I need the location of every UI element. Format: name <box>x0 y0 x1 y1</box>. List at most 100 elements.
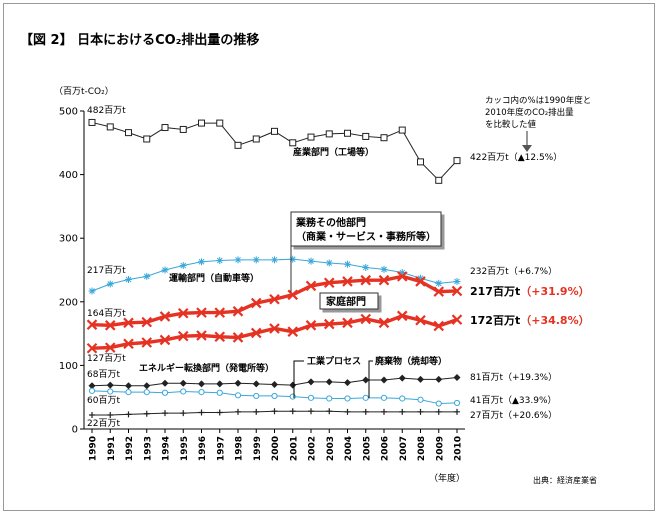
data-point <box>143 410 150 417</box>
data-point <box>378 317 390 329</box>
x-tick-label: 1994 <box>162 436 172 461</box>
data-point <box>380 265 388 273</box>
data-point <box>326 395 333 402</box>
data-point <box>399 395 406 402</box>
data-point <box>271 127 278 135</box>
x-tick-label: 2007 <box>399 436 409 461</box>
data-point <box>143 272 151 280</box>
data-point <box>214 331 226 343</box>
data-point <box>271 380 278 388</box>
end-value-label: 232百万t（+6.7%） <box>470 266 557 277</box>
data-point <box>453 157 461 165</box>
data-point <box>326 408 333 415</box>
series-name-label: 廃棄物（焼却等） <box>375 355 447 367</box>
data-point <box>198 119 205 127</box>
x-tick-label: 2010 <box>454 436 464 461</box>
x-tick-label: 2002 <box>308 436 318 461</box>
x-tick-label: 1992 <box>125 436 135 461</box>
data-point <box>107 388 114 395</box>
data-point <box>143 382 151 390</box>
data-point <box>161 124 169 132</box>
data-point <box>344 260 351 268</box>
data-point <box>433 320 445 332</box>
data-point <box>305 280 317 292</box>
data-point <box>88 387 96 394</box>
data-point <box>323 318 335 330</box>
data-point <box>179 125 187 133</box>
annotations: カッコ内の%は1990年度と 2010年度のCO₂排出量 を比較した値 482百… <box>87 95 591 429</box>
data-point <box>380 394 388 401</box>
data-point <box>143 135 151 143</box>
data-point <box>125 411 132 418</box>
start-value-label: 68百万t <box>87 369 120 380</box>
data-point <box>344 395 351 402</box>
data-point <box>177 307 189 319</box>
data-point <box>104 320 116 331</box>
data-point <box>417 375 424 383</box>
x-tick-label: 1999 <box>253 436 263 461</box>
data-point <box>125 382 132 390</box>
data-point <box>380 376 388 384</box>
data-point <box>159 311 171 322</box>
data-point <box>216 256 224 264</box>
data-point <box>396 310 408 322</box>
data-point <box>88 287 96 295</box>
data-point <box>179 379 187 387</box>
end-value-label: 422百万t（▲12.5%） <box>470 152 562 163</box>
data-point <box>198 258 205 266</box>
data-point <box>253 392 260 400</box>
end-value-label: 217百万t（+31.9%） <box>470 285 590 298</box>
data-point <box>380 134 388 142</box>
data-point <box>435 279 443 287</box>
data-point <box>214 307 226 318</box>
data-point <box>141 316 153 328</box>
start-value-label: 217百万t <box>87 265 126 276</box>
data-point <box>271 256 278 264</box>
data-point <box>162 410 168 417</box>
data-point <box>161 389 169 396</box>
data-point <box>417 274 424 282</box>
data-point <box>398 126 406 134</box>
data-point <box>396 271 408 282</box>
data-point <box>198 409 205 416</box>
data-point <box>362 394 369 401</box>
data-point <box>252 380 260 388</box>
data-point <box>454 408 460 415</box>
gyomu-callout: 業務その他部門（商業・サービス・事務所等） <box>290 211 442 292</box>
end-value-label: 41百万t（▲33.9%） <box>470 395 557 406</box>
start-value-label: 60百万t <box>87 395 120 406</box>
data-point <box>305 320 317 331</box>
data-point <box>123 317 134 329</box>
data-point <box>269 323 280 334</box>
axes: 0 100 200 300 400 500 1990 1991 1992 1993 1994 1995… <box>59 107 465 461</box>
katei-callout: 家庭部門 <box>319 292 379 310</box>
data-point <box>289 408 296 415</box>
data-point <box>287 326 299 337</box>
data-point <box>433 286 445 297</box>
x-axis-label: （年度） <box>429 472 465 484</box>
data-point <box>307 133 315 141</box>
data-point <box>435 400 442 407</box>
data-point <box>453 373 461 381</box>
x-tick-label: 2008 <box>417 436 427 461</box>
data-point <box>269 293 280 305</box>
x-tick-label: 2000 <box>271 436 281 461</box>
data-point <box>159 334 171 346</box>
data-point <box>235 408 241 415</box>
data-point <box>177 330 189 342</box>
data-point <box>161 379 169 387</box>
data-point <box>325 378 333 386</box>
data-point <box>344 379 351 387</box>
end-value-label: 27百万t（+20.6%） <box>470 410 557 421</box>
start-value-label: 22百万t <box>87 418 120 429</box>
data-point <box>86 319 98 330</box>
data-point <box>289 381 297 389</box>
x-tick-label: 2005 <box>362 436 372 461</box>
series-line <box>91 274 458 328</box>
data-point <box>234 141 242 149</box>
x-tick-label: 1993 <box>143 436 153 461</box>
start-value-label: 127百万t <box>87 353 126 364</box>
data-point <box>417 158 424 166</box>
data-point <box>180 410 187 417</box>
